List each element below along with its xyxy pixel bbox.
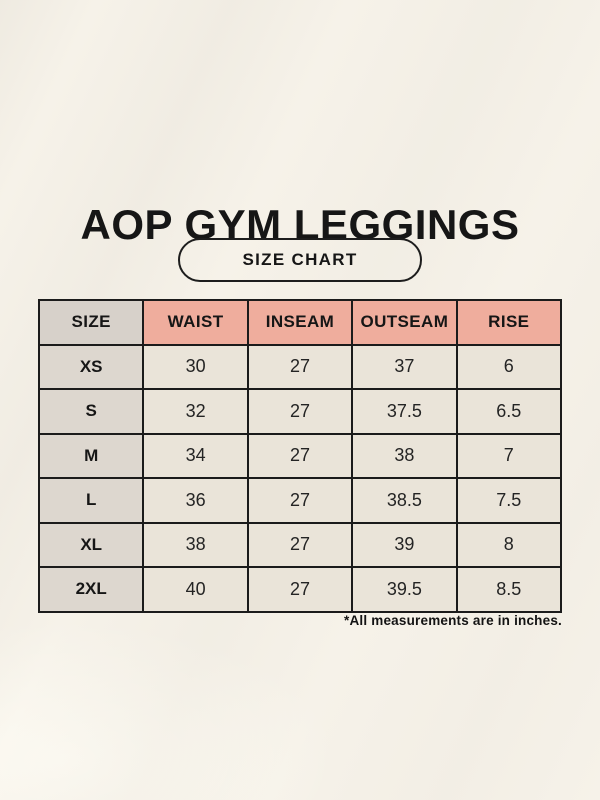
value-cell: 27 (246, 566, 354, 613)
value-cell: 36 (142, 477, 249, 524)
value-cell: 34 (142, 432, 249, 479)
value-cell: 39 (351, 521, 458, 568)
value-cell: 27 (246, 432, 354, 479)
table-row: XL 38 27 39 8 (37, 521, 563, 568)
value-cell: 27 (246, 343, 354, 390)
size-table: SIZE WAIST INSEAM OUTSEAM RISE XS 30 27 … (37, 299, 563, 613)
table-row: L 36 27 38.5 7.5 (37, 477, 563, 524)
value-cell: 27 (246, 477, 354, 524)
value-cell: 27 (246, 388, 354, 435)
size-cell: L (37, 477, 145, 524)
table-header-row: SIZE WAIST INSEAM OUTSEAM RISE (37, 299, 563, 346)
value-cell: 27 (246, 521, 354, 568)
measurements-footnote: *All measurements are in inches. (344, 613, 562, 628)
column-header-rise: RISE (455, 299, 563, 346)
column-header-outseam: OUTSEAM (351, 299, 458, 346)
value-cell: 7.5 (455, 477, 563, 524)
value-cell: 7 (455, 432, 563, 479)
table-row: M 34 27 38 7 (37, 432, 563, 479)
table-row: S 32 27 37.5 6.5 (37, 388, 563, 435)
value-cell: 6.5 (455, 388, 563, 435)
value-cell: 40 (142, 566, 249, 613)
size-cell: XL (37, 521, 145, 568)
column-header-waist: WAIST (142, 299, 249, 346)
value-cell: 8 (455, 521, 563, 568)
value-cell: 39.5 (351, 566, 458, 613)
column-header-size: SIZE (37, 299, 145, 346)
size-cell: S (37, 388, 145, 435)
size-cell: XS (37, 343, 145, 390)
value-cell: 38 (142, 521, 249, 568)
table-row: 2XL 40 27 39.5 8.5 (37, 566, 563, 613)
value-cell: 38 (351, 432, 458, 479)
table-row: XS 30 27 37 6 (37, 343, 563, 390)
value-cell: 6 (455, 343, 563, 390)
value-cell: 38.5 (351, 477, 458, 524)
size-cell: 2XL (37, 566, 145, 613)
size-chart-badge: SIZE CHART (178, 238, 422, 282)
value-cell: 37.5 (351, 388, 458, 435)
value-cell: 8.5 (455, 566, 563, 613)
value-cell: 32 (142, 388, 249, 435)
value-cell: 37 (351, 343, 458, 390)
size-chart-badge-label: SIZE CHART (242, 250, 358, 269)
value-cell: 30 (142, 343, 249, 390)
column-header-inseam: INSEAM (246, 299, 354, 346)
size-cell: M (37, 432, 145, 479)
